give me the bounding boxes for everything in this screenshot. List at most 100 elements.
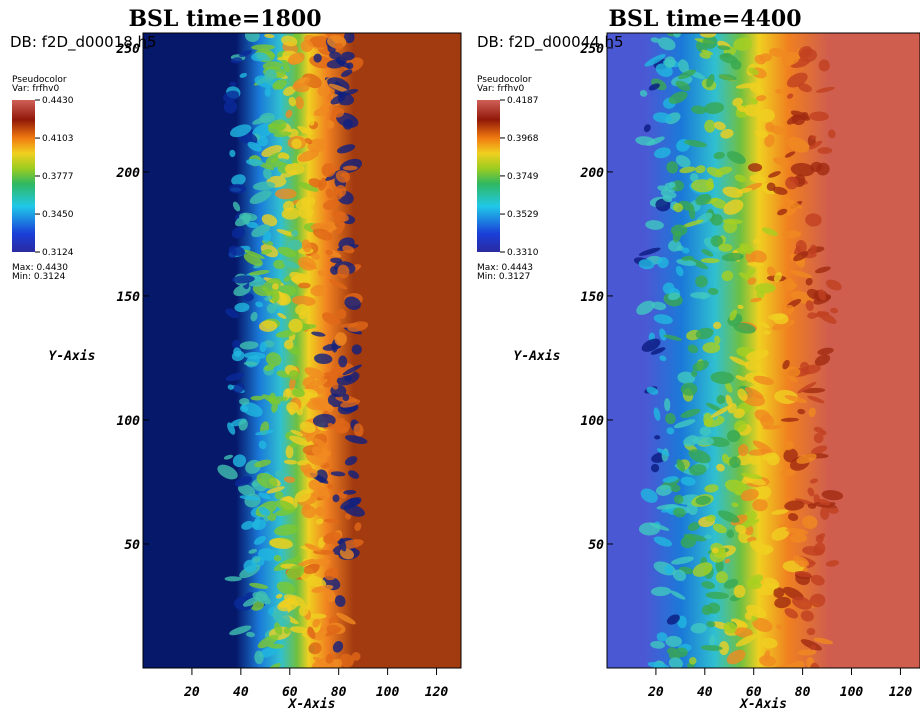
swirl [802, 515, 818, 529]
swirl [749, 540, 770, 555]
swirl [748, 449, 770, 456]
swirl [691, 105, 707, 115]
swirl [225, 308, 239, 319]
swirl [710, 371, 735, 385]
swirl [719, 53, 738, 64]
swirl [292, 82, 310, 93]
swirl [810, 161, 823, 173]
swirl [310, 252, 320, 261]
y-axis-label: Y-Axis [49, 349, 96, 364]
swirl [782, 197, 802, 209]
swirl [771, 527, 790, 541]
swirl [745, 349, 769, 361]
swirl [712, 547, 719, 554]
swirl [821, 490, 844, 501]
swirl [335, 426, 349, 434]
swirl [298, 310, 307, 320]
swirl [784, 151, 796, 158]
swirl [251, 519, 267, 531]
swirl [750, 250, 767, 263]
swirl [230, 57, 243, 64]
swirl [680, 382, 698, 396]
swirl [327, 483, 334, 490]
swirl [789, 533, 808, 543]
plot-frame [606, 32, 920, 669]
swirl [825, 279, 842, 291]
swirl [258, 645, 280, 658]
swirl [336, 222, 345, 235]
swirl [710, 235, 723, 247]
swirl [337, 264, 350, 279]
colorbar-label: 0.3450 [42, 210, 74, 220]
swirl [700, 258, 720, 264]
swirl [806, 288, 821, 300]
swirl [746, 268, 756, 276]
swirl [650, 586, 672, 597]
swirl [234, 302, 250, 313]
swirl [243, 559, 257, 573]
swirl [657, 257, 669, 269]
swirl [670, 224, 688, 237]
swirl [312, 619, 321, 628]
swirl [239, 212, 258, 222]
swirl [704, 534, 712, 540]
swirl [298, 282, 311, 289]
x-tick-label: 60 [282, 685, 298, 700]
swirl [243, 361, 258, 366]
swirl [227, 384, 234, 390]
swirl [762, 330, 771, 335]
swirl [830, 307, 839, 314]
legend-var: Var: frfhv0 [477, 84, 524, 94]
swirl [231, 350, 245, 362]
swirl [312, 228, 333, 241]
swirl [639, 90, 648, 97]
swirl [814, 354, 831, 366]
swirl [344, 375, 353, 382]
swirl [683, 139, 707, 148]
swirl [233, 383, 245, 393]
swirl [330, 257, 343, 264]
swirl [747, 67, 759, 76]
colorbar-label: 0.3777 [42, 172, 74, 182]
swirl [776, 624, 783, 630]
swirl [755, 130, 769, 138]
swirl [239, 72, 248, 78]
swirl [301, 126, 313, 134]
swirl [695, 327, 714, 340]
swirl [695, 275, 708, 288]
swirl [790, 162, 815, 177]
swirl [321, 163, 336, 177]
colorbar [12, 100, 35, 252]
swirl [701, 604, 713, 616]
swirl [344, 513, 352, 520]
swirl [695, 495, 711, 505]
swirl [732, 97, 744, 107]
swirl [332, 494, 340, 503]
plot-frame [142, 32, 462, 669]
swirl [807, 487, 815, 497]
swirl [713, 321, 722, 330]
swirl [324, 567, 339, 581]
swirl [734, 420, 747, 433]
swirl [283, 260, 300, 269]
swirl [675, 266, 684, 277]
swirl [311, 331, 326, 337]
y-tick-label: 100 [581, 414, 605, 429]
x-axis-label: X-Axis [739, 697, 787, 712]
swirl [806, 627, 816, 636]
swirl [709, 634, 716, 646]
y-axis-label: Y-Axis [514, 349, 561, 364]
swirl [689, 656, 697, 665]
swirl [810, 135, 817, 140]
swirl [258, 53, 271, 62]
swirl [785, 366, 801, 377]
swirl [733, 322, 756, 334]
swirl [282, 60, 290, 73]
swirl [701, 49, 713, 56]
swirl [743, 475, 766, 486]
swirl [275, 330, 296, 338]
swirl [762, 425, 784, 430]
swirl [317, 269, 326, 277]
swirl [787, 93, 794, 99]
